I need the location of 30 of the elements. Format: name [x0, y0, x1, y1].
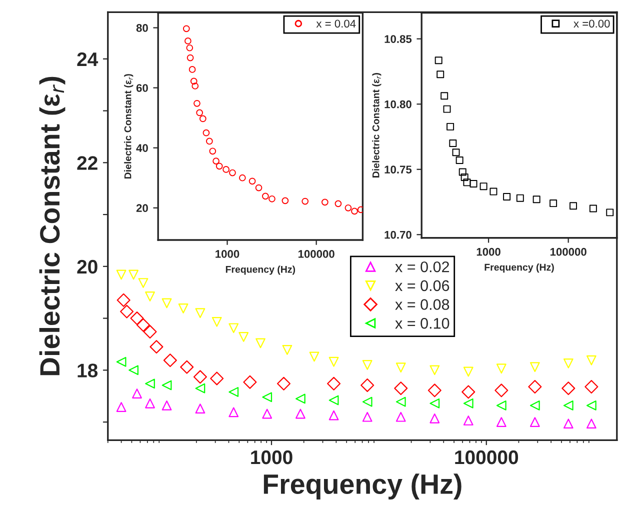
x-axis-title: Frequency (Hz)	[226, 266, 296, 275]
y-tick-label: 10.75	[384, 166, 412, 174]
y-axis-title: Dielectric Constant (ε$_{r}$)	[372, 73, 382, 178]
x-tick-label: 1000	[216, 250, 240, 258]
y-tick-label: 60	[136, 84, 148, 92]
x-tick-label: 100000	[298, 250, 334, 258]
y-tick-label: 80	[136, 24, 148, 32]
y-axis-title: Dielectric Constant (ε$_{r}$)	[39, 76, 66, 376]
legend-label: x = 0.08	[395, 299, 450, 310]
legend-label: x = 0.06	[395, 280, 450, 292]
x-tick-label: 1000	[251, 450, 292, 464]
y-tick-label: 18	[78, 364, 98, 378]
x-tick-label: 100000	[455, 450, 518, 464]
y-tick-label: 20	[136, 204, 148, 212]
legend-label: x =0.00	[574, 20, 610, 28]
y-tick-label: 24	[77, 52, 98, 66]
y-tick-label: 10.70	[384, 230, 412, 239]
legend-label: x = 0.04	[316, 20, 356, 28]
x-axis-title: Frequency (Hz)	[264, 474, 462, 500]
y-tick-label: 10.85	[384, 35, 412, 43]
y-axis-title: Dielectric Constant (ε$_{r}$)	[124, 74, 134, 179]
legend-label: x = 0.10	[395, 318, 450, 329]
x-tick-label: 1000	[476, 248, 500, 256]
y-tick-label: 40	[136, 144, 148, 152]
legend-label: x = 0.02	[395, 261, 450, 272]
y-tick-label: 22	[77, 156, 98, 170]
y-tick-label: 10.80	[384, 100, 412, 108]
y-tick-label: 20	[77, 260, 98, 274]
x-axis-title: Frequency (Hz)	[484, 264, 554, 273]
x-tick-label: 100000	[550, 248, 586, 256]
